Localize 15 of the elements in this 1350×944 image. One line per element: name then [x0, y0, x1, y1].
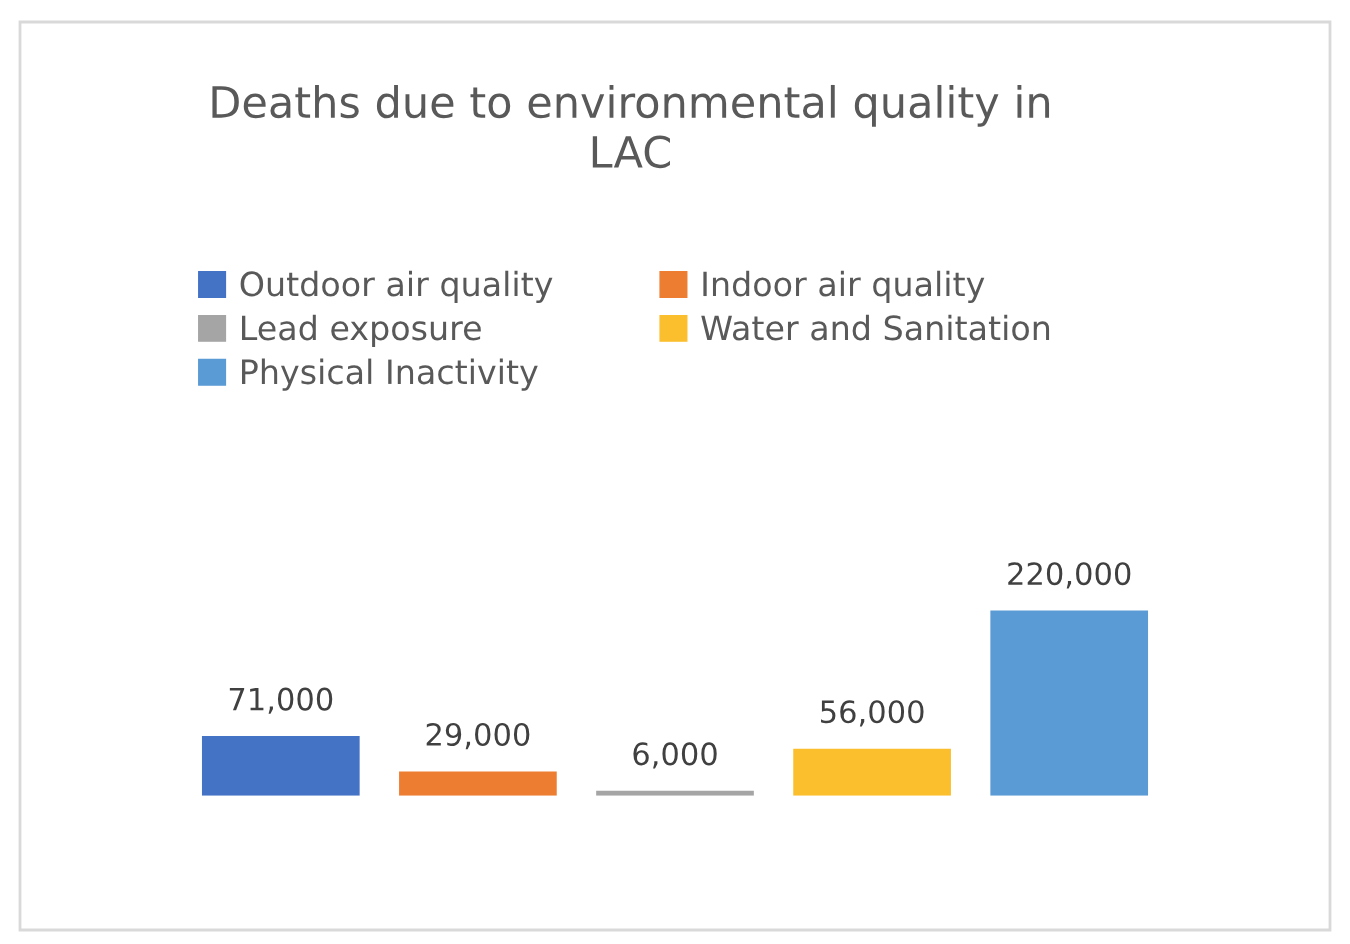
legend-label: Indoor air quality [703, 270, 985, 303]
data-label: 71,000 [229, 687, 333, 714]
data-label: 220,000 [1008, 562, 1131, 589]
legend-label: Physical Inactivity [242, 358, 538, 391]
bar [990, 610, 1149, 796]
data-label: 6,000 [633, 742, 717, 769]
legend-label: Lead exposure [242, 314, 481, 347]
bar [793, 748, 951, 796]
bar [399, 771, 557, 796]
legend-label: Water and Sanitation [701, 314, 1050, 341]
data-label: 56,000 [821, 700, 924, 727]
bar [201, 736, 360, 796]
chart-title: Deaths due to environmental quality in LAC [212, 84, 1050, 169]
data-label: 29,000 [426, 722, 530, 750]
legend-label: Outdoor air quality [240, 270, 553, 303]
